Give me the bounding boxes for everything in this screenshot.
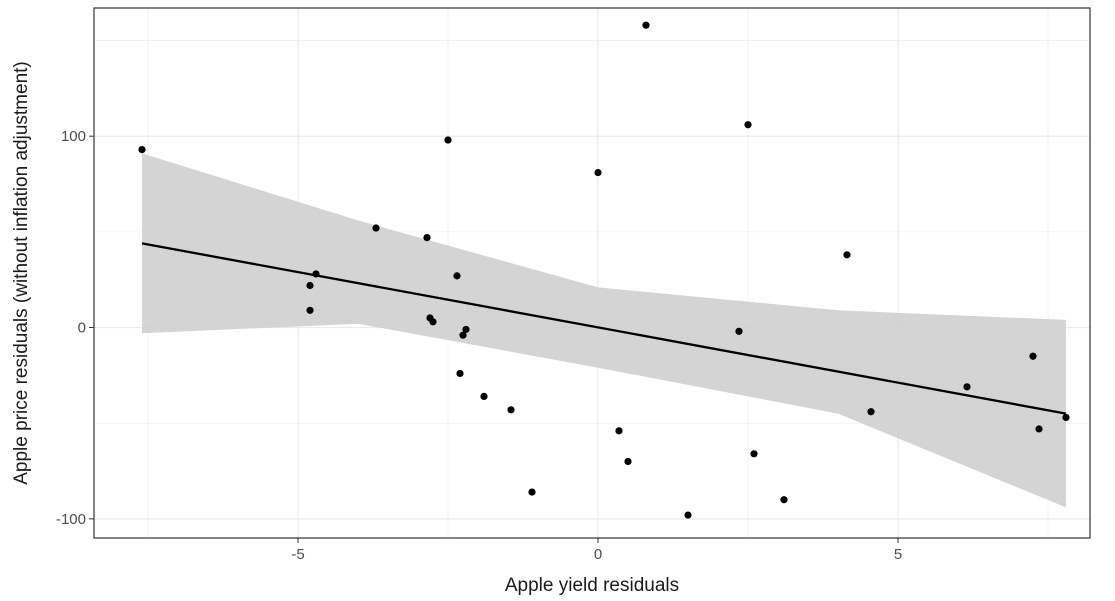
data-point bbox=[456, 369, 464, 378]
data-point bbox=[735, 327, 743, 335]
data-point bbox=[1035, 425, 1043, 433]
data-point bbox=[642, 21, 650, 29]
panel-border bbox=[93, 7, 1091, 539]
data-point bbox=[480, 392, 488, 401]
data-point bbox=[594, 168, 602, 177]
x-tick-label: 5 bbox=[894, 546, 902, 563]
x-axis-title: Apple yield residuals bbox=[505, 575, 679, 596]
data-point bbox=[312, 270, 320, 278]
data-point bbox=[372, 224, 380, 232]
data-point bbox=[462, 325, 470, 334]
fit-line-layer bbox=[141, 242, 1067, 415]
data-point bbox=[429, 318, 437, 326]
x-tick-label: -5 bbox=[291, 546, 304, 563]
points-layer bbox=[138, 21, 1070, 519]
data-point bbox=[306, 306, 314, 314]
y-tick-label: 100 bbox=[61, 128, 86, 145]
data-point bbox=[684, 511, 692, 519]
data-point bbox=[507, 406, 515, 414]
y-axis-title: Apple price residuals (without inflation… bbox=[11, 61, 32, 485]
data-point bbox=[744, 121, 752, 129]
data-point bbox=[444, 136, 452, 144]
y-tick-label: -100 bbox=[56, 511, 86, 528]
data-point bbox=[528, 488, 536, 496]
data-point bbox=[453, 272, 461, 280]
data-point bbox=[750, 450, 758, 458]
confidence-band bbox=[142, 153, 1066, 508]
data-point bbox=[843, 251, 851, 259]
data-point bbox=[1029, 352, 1037, 360]
y-tick-label: 0 bbox=[78, 320, 86, 337]
data-point bbox=[963, 383, 971, 391]
data-point bbox=[1062, 413, 1070, 422]
axis-ticks: -5 0 5 -100 0 100 bbox=[56, 128, 902, 563]
regression-line bbox=[141, 242, 1067, 415]
data-point bbox=[423, 234, 431, 242]
data-point bbox=[780, 496, 788, 504]
confidence-band-layer bbox=[142, 153, 1066, 508]
data-point bbox=[459, 331, 467, 339]
x-tick-label: 0 bbox=[594, 546, 602, 563]
data-point bbox=[306, 281, 314, 290]
data-point bbox=[624, 457, 632, 466]
data-point bbox=[867, 408, 875, 416]
data-point bbox=[138, 145, 146, 154]
data-point bbox=[615, 427, 623, 435]
